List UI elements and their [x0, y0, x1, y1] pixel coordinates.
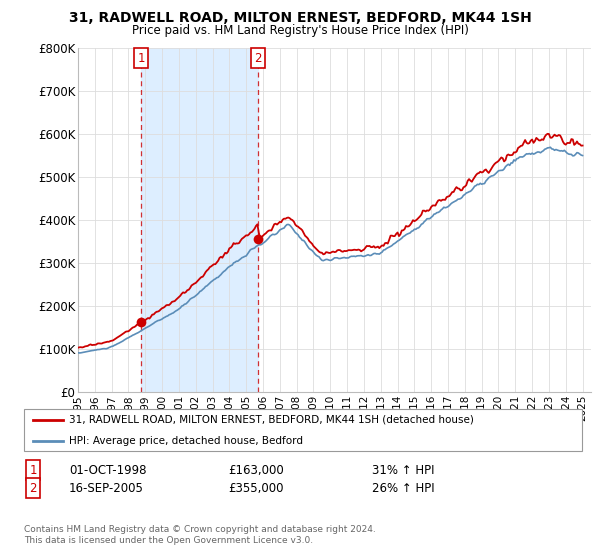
- Text: 26% ↑ HPI: 26% ↑ HPI: [372, 482, 434, 495]
- Text: Price paid vs. HM Land Registry's House Price Index (HPI): Price paid vs. HM Land Registry's House …: [131, 24, 469, 36]
- Text: 2: 2: [29, 482, 37, 495]
- Text: 01-OCT-1998: 01-OCT-1998: [69, 464, 146, 477]
- Text: Contains HM Land Registry data © Crown copyright and database right 2024.: Contains HM Land Registry data © Crown c…: [24, 525, 376, 534]
- Text: 31, RADWELL ROAD, MILTON ERNEST, BEDFORD, MK44 1SH (detached house): 31, RADWELL ROAD, MILTON ERNEST, BEDFORD…: [69, 415, 474, 425]
- Text: 16-SEP-2005: 16-SEP-2005: [69, 482, 144, 495]
- Text: 1: 1: [137, 52, 145, 65]
- Text: 31, RADWELL ROAD, MILTON ERNEST, BEDFORD, MK44 1SH: 31, RADWELL ROAD, MILTON ERNEST, BEDFORD…: [68, 11, 532, 25]
- Bar: [141, 48, 258, 392]
- Text: This data is licensed under the Open Government Licence v3.0.: This data is licensed under the Open Gov…: [24, 536, 313, 545]
- Text: £355,000: £355,000: [228, 482, 284, 495]
- Text: HPI: Average price, detached house, Bedford: HPI: Average price, detached house, Bedf…: [69, 436, 303, 446]
- Text: 31% ↑ HPI: 31% ↑ HPI: [372, 464, 434, 477]
- Text: 2: 2: [254, 52, 262, 65]
- Text: £163,000: £163,000: [228, 464, 284, 477]
- Text: 1: 1: [29, 464, 37, 477]
